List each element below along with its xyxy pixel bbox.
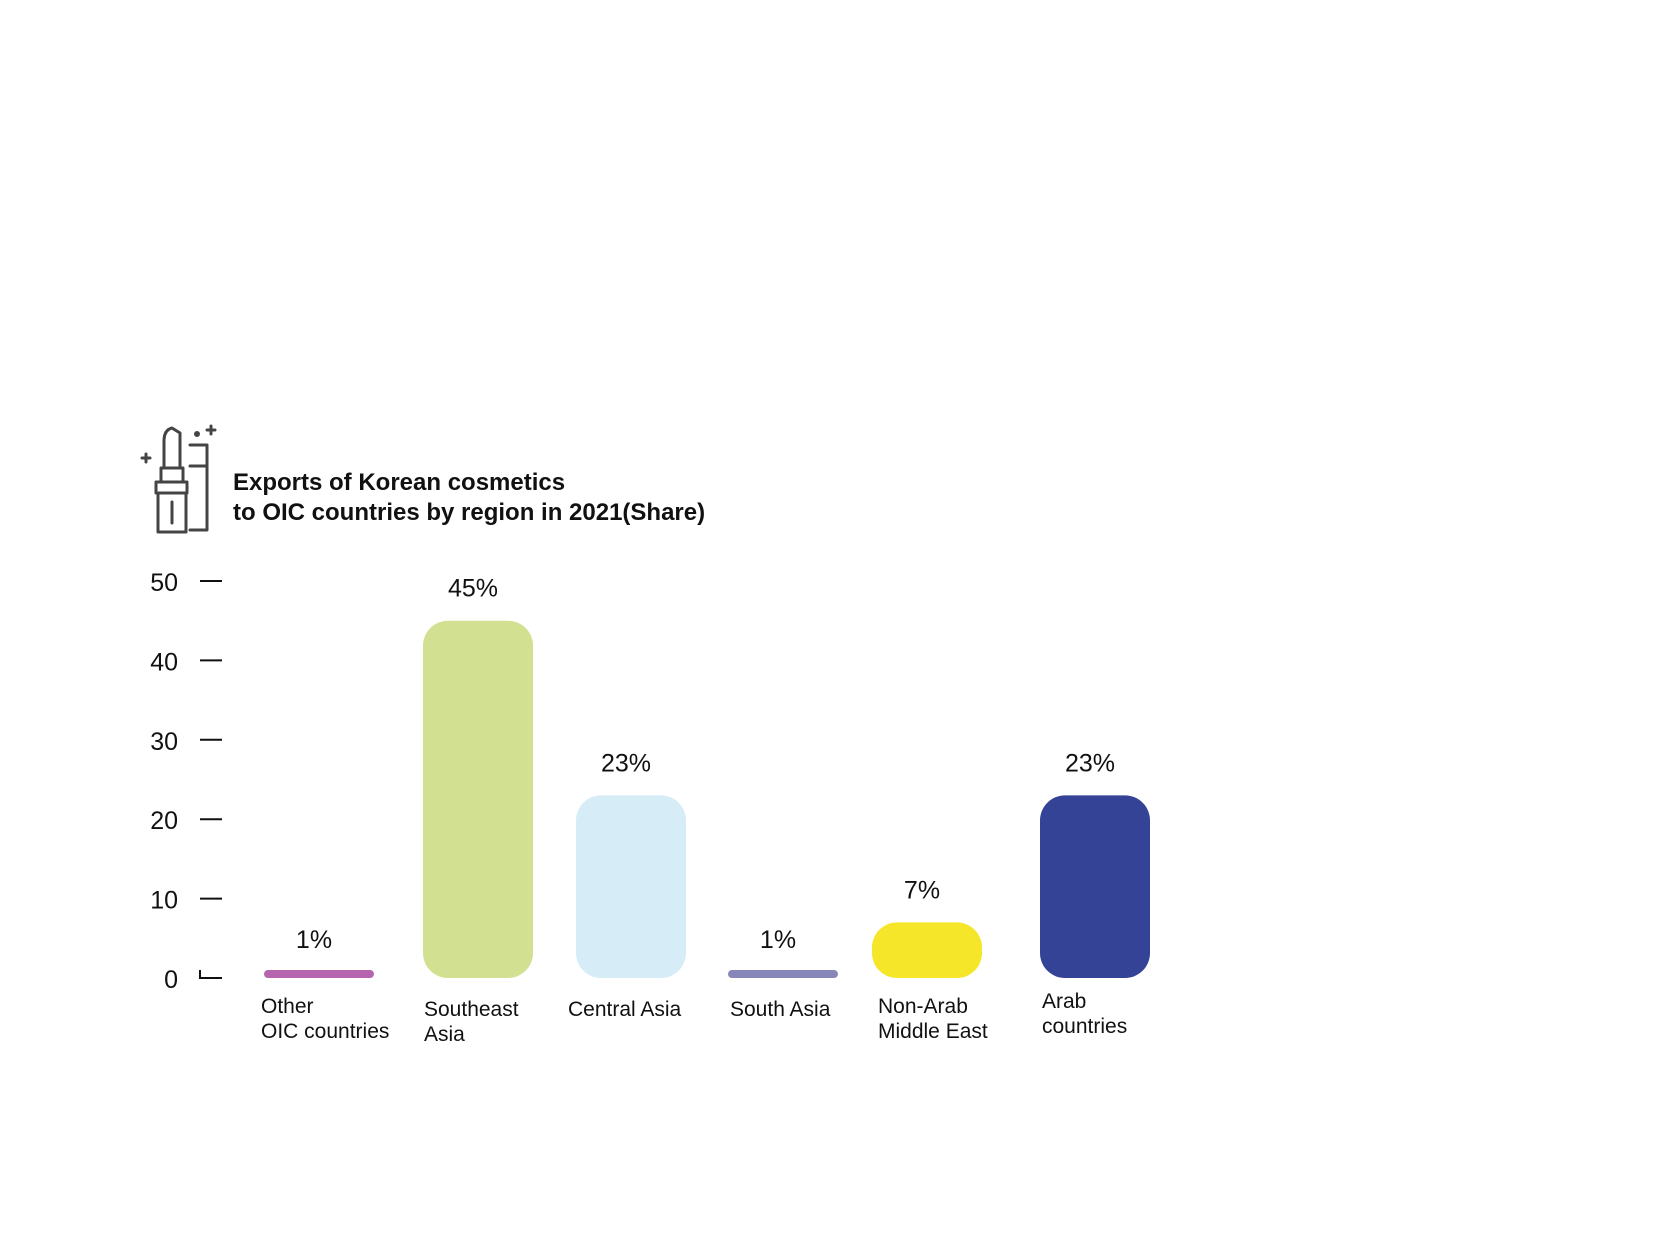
x-category-label: Arab	[1042, 990, 1086, 1013]
x-category-label: Asia	[424, 1023, 465, 1046]
x-category-label: Southeast	[424, 998, 519, 1021]
data-label: 1%	[296, 926, 332, 954]
bar	[728, 970, 838, 978]
x-category-label: Central Asia	[568, 998, 682, 1021]
bars	[264, 620, 1150, 978]
bar	[872, 922, 982, 978]
bar	[576, 795, 686, 978]
y-tick-label: 50	[150, 569, 178, 597]
bar	[1040, 795, 1150, 978]
x-category-label: Middle East	[878, 1020, 988, 1043]
data-label: 23%	[601, 749, 651, 777]
y-tick-label: 10	[150, 887, 178, 915]
y-tick-label: 40	[150, 648, 178, 676]
y-tick-mark	[199, 970, 222, 979]
chart-title-line-1: Exports of Korean cosmetics	[233, 469, 565, 496]
y-tick-label: 30	[150, 728, 178, 756]
x-category-label: OIC countries	[261, 1020, 389, 1043]
bar	[264, 970, 374, 978]
y-tick-label: 0	[164, 966, 178, 994]
x-category-label: Non-Arab	[878, 995, 968, 1018]
data-label: 23%	[1065, 749, 1115, 777]
data-label: 7%	[904, 876, 940, 904]
bar	[423, 620, 533, 978]
data-label: 45%	[448, 575, 498, 603]
y-tick-label: 20	[150, 807, 178, 835]
y-axis: 0 10 20 30 40 50	[150, 569, 222, 994]
x-category-label: countries	[1042, 1015, 1127, 1038]
chart-title-line-2: to OIC countries by region in 2021(Share…	[233, 499, 705, 526]
data-label: 1%	[760, 926, 796, 954]
lipstick-icon	[140, 424, 217, 534]
x-category-label: South Asia	[730, 998, 831, 1021]
x-category-label: Other	[261, 995, 314, 1018]
